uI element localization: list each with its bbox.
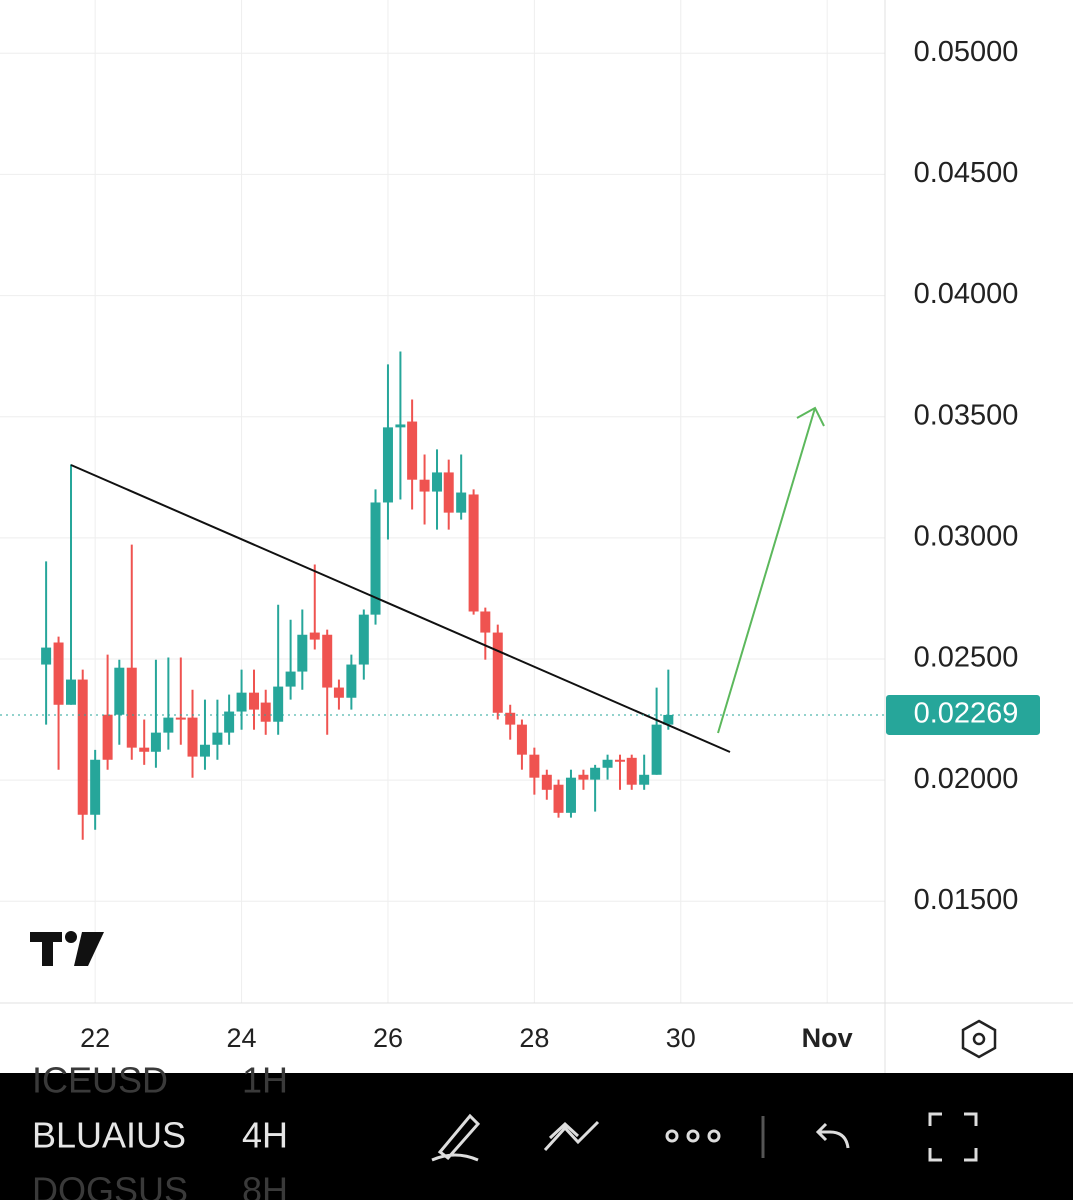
- candle-body: [395, 424, 406, 428]
- y-tick-label: 0.01500: [914, 884, 1019, 916]
- candle-body: [602, 759, 613, 768]
- candle-body: [41, 647, 52, 665]
- candle-body: [590, 767, 601, 780]
- candle-body: [114, 667, 125, 715]
- candle-body: [273, 686, 284, 722]
- candle-body: [163, 717, 174, 733]
- candle-body: [309, 632, 320, 640]
- last-price-label: 0.02269: [914, 698, 1019, 730]
- y-tick-label: 0.03500: [914, 399, 1019, 431]
- y-tick-label: 0.02000: [914, 763, 1019, 795]
- candle-body: [419, 479, 430, 492]
- candle-body: [456, 492, 467, 513]
- candle-body: [382, 427, 393, 503]
- interval: 1H: [242, 1060, 288, 1101]
- settings-icon[interactable]: [961, 1019, 997, 1059]
- candle-body: [480, 611, 491, 633]
- candle-body: [553, 784, 564, 813]
- x-tick-label: 22: [80, 1023, 110, 1053]
- candle-body: [102, 714, 113, 760]
- toolbar-bg: [0, 1073, 1073, 1200]
- symbol: ICEUSD: [32, 1060, 168, 1101]
- trend-line: [70, 464, 731, 753]
- candles: [41, 351, 674, 840]
- last-price-badge: [886, 694, 1040, 735]
- candle-body: [529, 754, 540, 778]
- candle-body: [651, 724, 662, 775]
- candle-body: [468, 494, 479, 612]
- grid: [0, 0, 885, 1003]
- candle-body: [346, 664, 357, 698]
- candle-body: [249, 692, 260, 710]
- candle-body: [443, 472, 454, 513]
- y-tick-label: 0.04000: [914, 278, 1019, 310]
- candle-body: [639, 774, 650, 785]
- candle-body: [407, 421, 418, 480]
- candle-body: [187, 717, 198, 757]
- symbol: DOGSUS: [32, 1170, 188, 1200]
- candle-body: [285, 671, 296, 687]
- candle-body: [53, 642, 64, 705]
- x-tick-label: Nov: [802, 1023, 853, 1053]
- tv-logo: [30, 931, 104, 966]
- candle-body: [626, 757, 637, 785]
- toolbar-icons[interactable]: [431, 1112, 978, 1162]
- candle-body: [432, 472, 443, 492]
- candle-body: [492, 632, 503, 713]
- interval: 4H: [242, 1115, 288, 1156]
- candle-body: [358, 614, 369, 665]
- candle-body: [565, 777, 576, 813]
- y-tick-label: 0.03000: [914, 520, 1019, 552]
- candle-body: [90, 759, 101, 815]
- y-tick-label: 0.04500: [914, 157, 1019, 189]
- candle-body: [260, 702, 271, 722]
- candle-body: [139, 747, 150, 752]
- arrow: [717, 406, 825, 734]
- candle-body: [322, 634, 333, 688]
- candle-body: [224, 711, 235, 733]
- candle-body: [175, 717, 186, 720]
- x-tick-label: 28: [519, 1023, 549, 1053]
- candle-body: [150, 732, 161, 752]
- x-tick-label: 30: [666, 1023, 696, 1053]
- candle-body: [505, 712, 516, 725]
- symbol: BLUAIUS: [32, 1115, 186, 1156]
- candle-body: [663, 714, 674, 725]
- x-tick-label: 24: [227, 1023, 257, 1053]
- candle-body: [370, 502, 381, 615]
- candle-body: [212, 732, 223, 745]
- candle-body: [615, 759, 626, 762]
- candle-body: [66, 679, 77, 705]
- candle-body: [541, 774, 552, 790]
- candle-body: [333, 687, 344, 698]
- candle-body: [516, 724, 527, 755]
- candle-body: [199, 744, 210, 757]
- x-tick-label: 26: [373, 1023, 403, 1053]
- interval: 8H: [242, 1170, 288, 1200]
- y-tick-label: 0.02500: [914, 642, 1019, 674]
- y-tick-label: 0.05000: [914, 36, 1019, 68]
- candle-body: [77, 679, 88, 815]
- candle-body: [236, 692, 247, 712]
- candle-body: [578, 774, 589, 780]
- candle-body: [126, 667, 137, 748]
- candle-body: [297, 634, 308, 672]
